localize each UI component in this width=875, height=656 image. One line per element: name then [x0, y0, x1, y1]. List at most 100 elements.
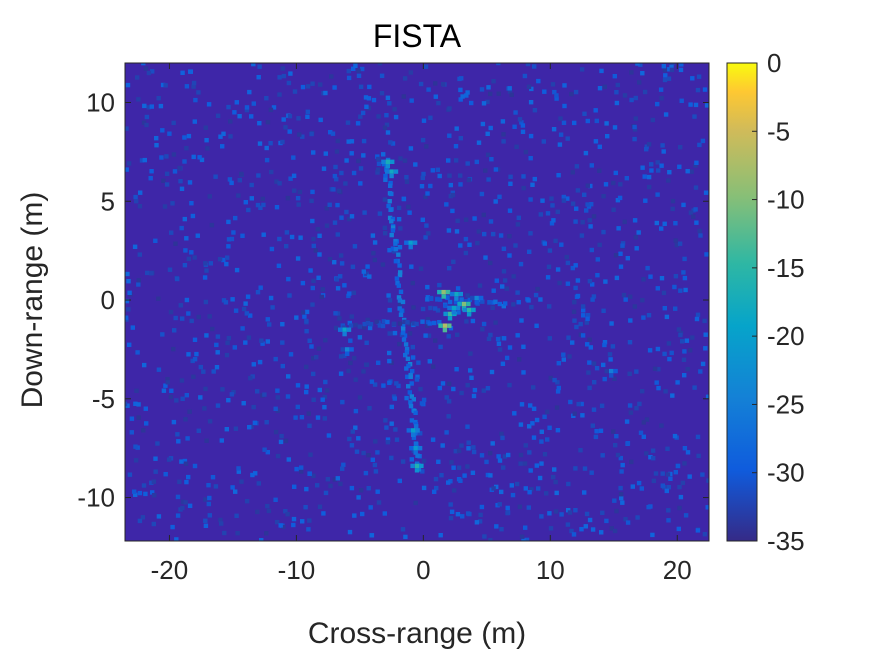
noise-cell	[257, 64, 262, 69]
noise-cell	[507, 345, 513, 350]
noise-cell	[310, 285, 315, 291]
target-cell	[395, 280, 400, 286]
noise-cell	[470, 318, 476, 324]
noise-cell	[515, 333, 520, 338]
noise-cell	[419, 184, 425, 189]
noise-cell	[204, 438, 209, 443]
target-cell	[404, 346, 410, 352]
noise-cell	[332, 85, 337, 90]
noise-cell	[539, 514, 544, 519]
noise-cell	[688, 102, 693, 107]
noise-cell	[183, 417, 188, 422]
noise-cell	[126, 307, 131, 312]
noise-cell	[635, 63, 640, 66]
target-peak-cell	[346, 327, 352, 332]
noise-cell	[641, 315, 646, 320]
noise-cell	[585, 342, 590, 347]
noise-cell	[287, 129, 292, 134]
noise-cell	[685, 169, 690, 174]
noise-cell	[409, 457, 414, 462]
noise-cell	[219, 521, 224, 526]
target-cell	[405, 356, 411, 361]
noise-cell	[673, 470, 678, 475]
noise-cell	[485, 152, 491, 157]
noise-cell	[664, 488, 669, 494]
noise-cell	[150, 69, 155, 74]
target-peak-cell	[389, 169, 394, 174]
noise-cell	[488, 538, 493, 541]
noise-cell	[589, 163, 594, 168]
noise-cell	[321, 511, 326, 516]
noise-cell	[333, 164, 338, 170]
noise-cell	[601, 229, 606, 235]
noise-cell	[249, 182, 254, 188]
noise-cell	[455, 218, 460, 224]
noise-cell	[377, 211, 383, 216]
noise-cell	[447, 133, 452, 138]
noise-cell	[507, 234, 512, 239]
noise-cell	[205, 146, 210, 151]
noise-cell	[243, 200, 248, 205]
target-peak-cell	[390, 159, 395, 164]
noise-cell	[501, 132, 506, 137]
y-tick-label: -10	[77, 483, 115, 513]
noise-cell	[235, 531, 240, 536]
noise-cell	[685, 367, 690, 372]
target-cell	[348, 323, 354, 328]
noise-cell	[516, 300, 521, 305]
target-cell	[411, 435, 417, 440]
noise-cell	[542, 89, 547, 94]
noise-cell	[161, 178, 166, 183]
noise-cell	[660, 483, 665, 488]
target-cell	[353, 322, 358, 328]
noise-cell	[565, 260, 571, 266]
noise-cell	[308, 452, 313, 457]
noise-cell	[401, 196, 406, 201]
target-peak-cell	[412, 240, 418, 245]
noise-cell	[389, 455, 394, 461]
noise-cell	[702, 532, 708, 537]
noise-cell	[638, 63, 643, 67]
noise-cell	[659, 163, 664, 168]
noise-cell	[139, 158, 145, 163]
noise-cell	[677, 505, 682, 511]
noise-cell	[574, 324, 579, 330]
noise-cell	[532, 64, 537, 69]
noise-cell	[579, 233, 585, 238]
noise-cell	[410, 355, 416, 360]
target-cell	[437, 297, 443, 302]
noise-cell	[257, 141, 263, 146]
noise-cell	[471, 445, 476, 450]
noise-cell	[527, 490, 532, 495]
noise-cell	[509, 92, 514, 97]
noise-cell	[201, 369, 206, 374]
noise-cell	[625, 256, 630, 261]
noise-cell	[320, 397, 325, 402]
noise-cell	[204, 333, 209, 338]
noise-cell	[332, 220, 338, 225]
noise-cell	[244, 499, 250, 504]
target-peak-cell	[470, 295, 475, 301]
y-tick-label: 5	[101, 186, 115, 216]
noise-cell	[592, 380, 597, 385]
noise-cell	[196, 428, 201, 433]
target-cell	[435, 297, 440, 302]
noise-cell	[420, 469, 425, 474]
noise-cell	[693, 207, 698, 212]
x-axis-ticks: -20 -10 0 10 20	[151, 63, 692, 585]
noise-cell	[342, 283, 347, 288]
noise-cell	[188, 69, 193, 74]
noise-cell	[585, 118, 590, 124]
target-cell	[414, 321, 419, 327]
noise-cell	[530, 182, 535, 187]
target-cell	[398, 270, 403, 275]
noise-cell	[566, 481, 571, 487]
noise-cell	[397, 302, 403, 307]
noise-cell	[387, 248, 392, 253]
noise-cell	[344, 209, 349, 215]
noise-cell	[702, 318, 707, 324]
noise-cell	[324, 206, 329, 211]
noise-cell	[552, 89, 557, 95]
x-tick-label: -10	[278, 555, 316, 585]
noise-cell	[125, 298, 130, 304]
